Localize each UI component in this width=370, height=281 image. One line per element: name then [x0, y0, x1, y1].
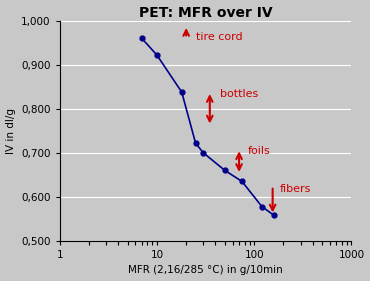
- Text: fibers: fibers: [280, 183, 312, 194]
- Title: PET: MFR over IV: PET: MFR over IV: [139, 6, 272, 20]
- Text: bottles: bottles: [221, 89, 259, 99]
- Y-axis label: IV in dl/g: IV in dl/g: [6, 108, 16, 154]
- Text: tire cord: tire cord: [196, 32, 242, 42]
- X-axis label: MFR (2,16/285 °C) in g/10min: MFR (2,16/285 °C) in g/10min: [128, 266, 283, 275]
- Text: foils: foils: [247, 146, 270, 156]
